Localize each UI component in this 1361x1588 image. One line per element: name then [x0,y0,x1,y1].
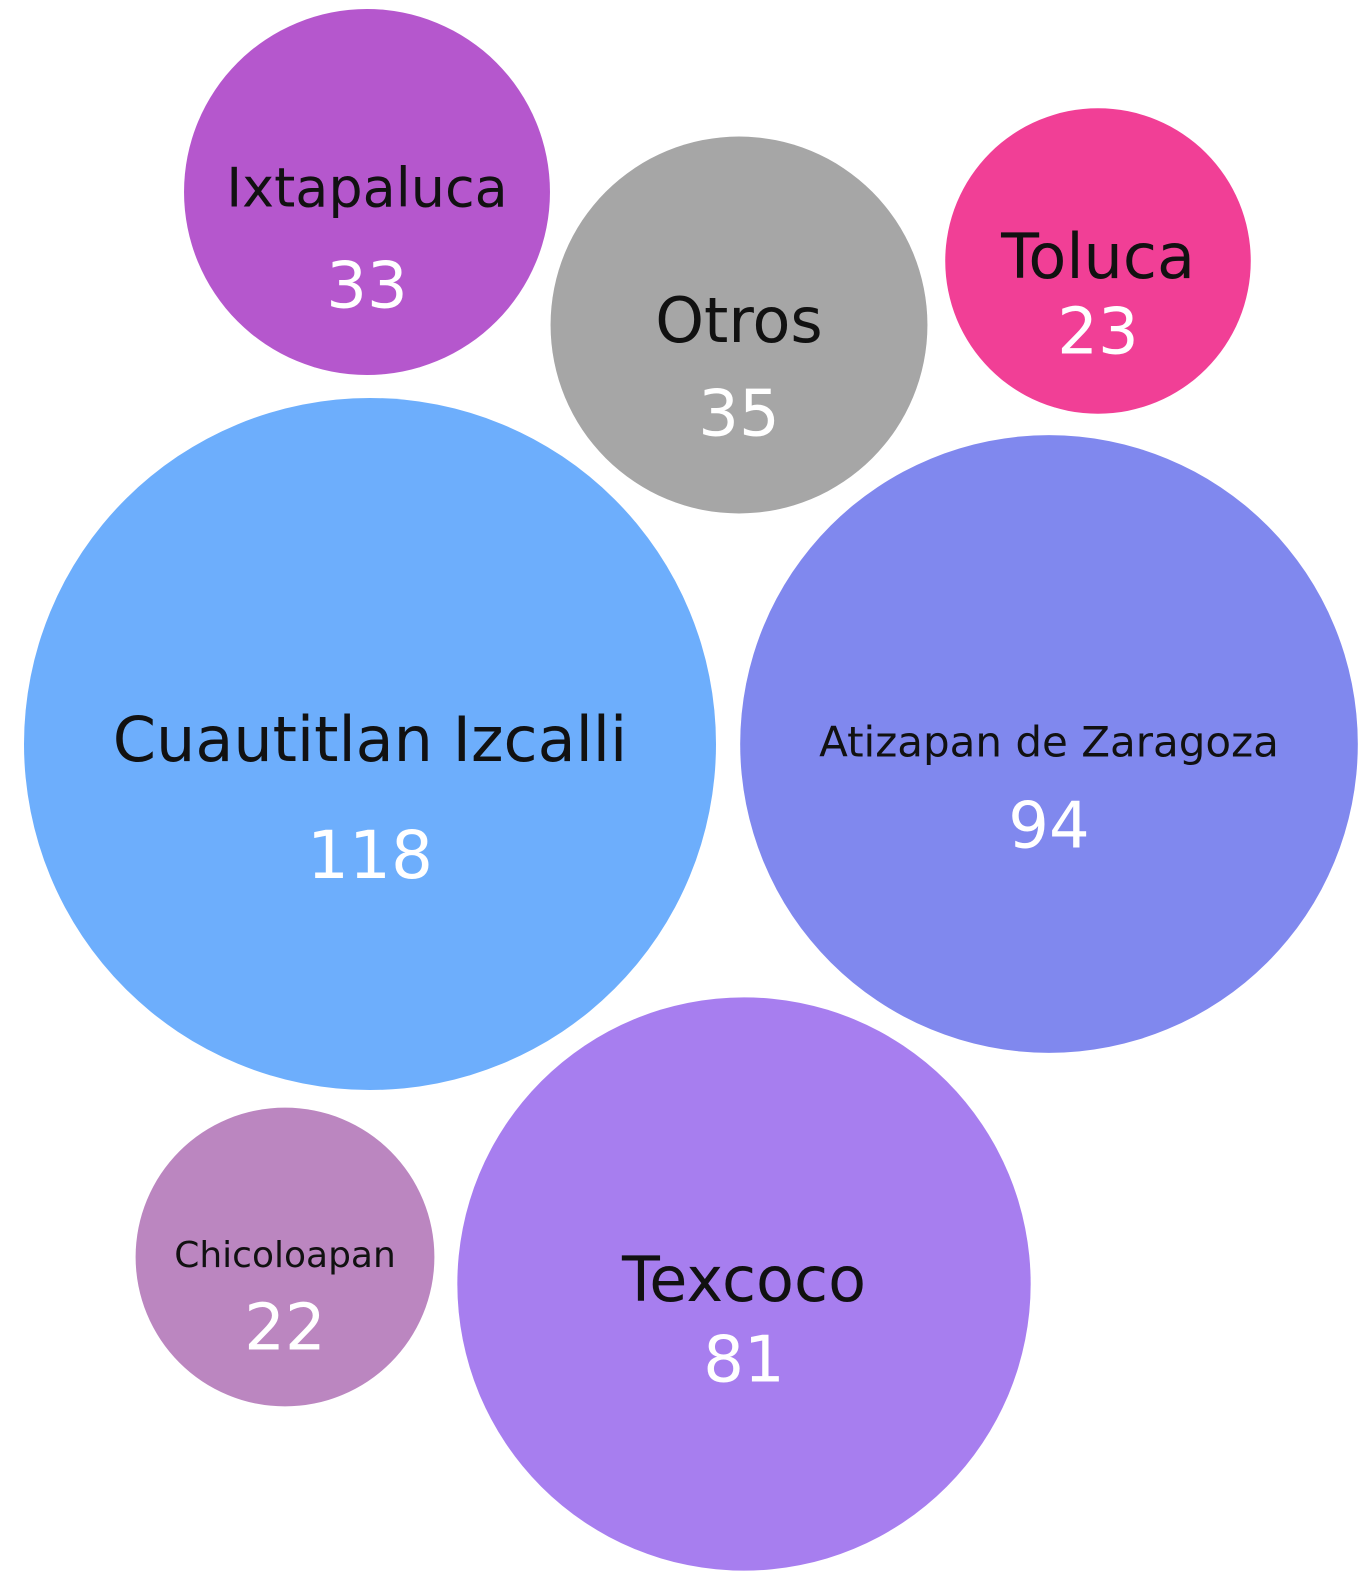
bubble-value: 35 [698,378,779,452]
bubble-label: Chicoloapan [174,1235,396,1276]
bubble-label: Atizapan de Zaragoza [819,718,1279,767]
bubble-label: Ixtapaluca [226,157,508,220]
bubble [135,1107,435,1407]
bubble-value: 94 [1008,790,1089,864]
bubble [945,108,1251,414]
bubble [24,398,716,1090]
bubble [457,997,1031,1571]
bubble-label: Texcoco [621,1243,866,1316]
bubble-value: 33 [326,250,407,324]
bubble-value: 81 [703,1324,784,1398]
bubble-value: 23 [1057,296,1138,370]
bubble-label: Otros [655,284,822,357]
bubble [550,136,928,514]
bubble-value: 22 [244,1292,325,1366]
bubble-label: Cuautitlan Izcalli [113,703,628,776]
bubble-label: Toluca [1000,220,1195,293]
bubble [184,9,550,375]
bubble-value: 118 [307,817,433,894]
bubble [740,435,1358,1053]
